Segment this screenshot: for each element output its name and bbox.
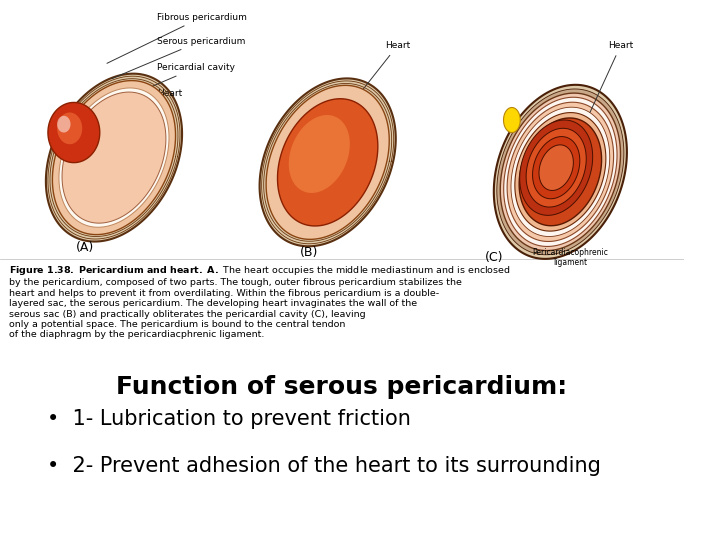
Polygon shape	[504, 97, 617, 246]
Polygon shape	[519, 118, 602, 226]
Text: (C): (C)	[485, 251, 503, 264]
Text: (B): (B)	[300, 246, 318, 259]
Polygon shape	[59, 88, 169, 227]
Polygon shape	[289, 115, 350, 193]
Text: Pericardial cavity: Pericardial cavity	[121, 63, 235, 99]
Polygon shape	[503, 107, 521, 132]
Polygon shape	[260, 78, 396, 246]
Polygon shape	[62, 92, 166, 223]
Text: Heart: Heart	[348, 42, 410, 108]
Polygon shape	[494, 85, 627, 259]
Text: Heart: Heart	[590, 42, 633, 112]
Text: Heart: Heart	[74, 89, 182, 124]
Text: Fibrous pericardium: Fibrous pericardium	[107, 13, 246, 63]
Text: (A): (A)	[76, 241, 94, 254]
Polygon shape	[539, 145, 573, 191]
Polygon shape	[520, 120, 593, 215]
Text: Serous pericardium: Serous pericardium	[112, 37, 245, 79]
Polygon shape	[46, 73, 182, 241]
Polygon shape	[57, 116, 71, 132]
Polygon shape	[515, 113, 606, 231]
Text: •  1- Lubrication to prevent friction: • 1- Lubrication to prevent friction	[48, 409, 411, 429]
Polygon shape	[277, 99, 378, 226]
Text: Function of serous pericardium:: Function of serous pericardium:	[117, 375, 567, 400]
Polygon shape	[526, 129, 586, 207]
Text: Pericardiacophrenic
ligament: Pericardiacophrenic ligament	[532, 248, 608, 267]
Text: $\mathbf{Figure\ 1.38.\ Pericardium\ and\ heart.\ A.}$ The heart occupies the mi: $\mathbf{Figure\ 1.38.\ Pericardium\ and…	[9, 264, 511, 339]
Polygon shape	[48, 103, 100, 163]
Polygon shape	[266, 85, 390, 239]
Polygon shape	[500, 93, 621, 251]
Polygon shape	[507, 102, 613, 241]
Text: •  2- Prevent adhesion of the heart to its surrounding: • 2- Prevent adhesion of the heart to it…	[48, 456, 601, 476]
Polygon shape	[497, 89, 624, 255]
Polygon shape	[53, 80, 176, 234]
Polygon shape	[57, 112, 82, 144]
Polygon shape	[511, 107, 610, 237]
Polygon shape	[533, 137, 580, 199]
